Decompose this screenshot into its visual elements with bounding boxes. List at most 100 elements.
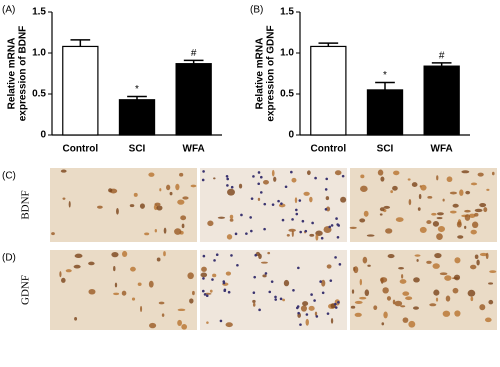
cell xyxy=(294,197,298,204)
nucleus xyxy=(290,170,293,174)
cell xyxy=(61,277,66,283)
cell xyxy=(467,289,476,297)
nucleus xyxy=(320,236,324,240)
cell xyxy=(209,289,213,293)
cell xyxy=(166,184,171,191)
nucleus xyxy=(227,290,231,294)
annotation: * xyxy=(383,70,387,81)
nucleus xyxy=(249,216,252,219)
nucleus xyxy=(296,306,299,310)
cell xyxy=(433,289,440,296)
cell xyxy=(189,298,194,304)
micrograph xyxy=(50,250,197,330)
nucleus xyxy=(201,289,205,293)
cell xyxy=(484,317,492,323)
cell xyxy=(367,264,371,267)
nucleus xyxy=(341,174,345,178)
cell xyxy=(190,184,197,188)
y-axis-label: expression of BDNF xyxy=(18,26,29,122)
cell xyxy=(121,290,127,296)
cell xyxy=(200,272,208,278)
cell xyxy=(449,191,457,195)
cell xyxy=(158,301,165,305)
cell xyxy=(414,254,421,257)
cell xyxy=(417,207,421,211)
cell xyxy=(420,184,427,191)
cell xyxy=(426,260,432,264)
cell xyxy=(419,226,427,233)
nucleus xyxy=(310,293,313,296)
nucleus xyxy=(311,221,314,225)
row-label: BDNF xyxy=(20,190,32,219)
nucleus xyxy=(211,278,214,281)
cell xyxy=(413,277,420,283)
cell xyxy=(359,296,367,300)
cell xyxy=(395,217,404,222)
cell xyxy=(380,176,385,182)
nucleus xyxy=(324,188,328,191)
cell xyxy=(201,266,207,272)
image-background xyxy=(350,250,497,330)
y-tick-label: 0 xyxy=(40,130,46,141)
cell xyxy=(477,172,484,177)
cell xyxy=(291,230,294,237)
annotation: # xyxy=(439,50,445,61)
cell xyxy=(452,287,459,294)
cell xyxy=(131,297,136,301)
cell xyxy=(229,218,234,222)
cell xyxy=(432,221,440,227)
nucleus xyxy=(304,229,308,233)
annotation: # xyxy=(191,48,197,59)
cell xyxy=(88,261,95,266)
nucleus xyxy=(252,175,255,178)
y-tick-label: 1.0 xyxy=(280,48,294,59)
nucleus xyxy=(334,306,338,309)
cell xyxy=(381,322,385,326)
cell xyxy=(379,207,385,212)
cell xyxy=(180,215,187,221)
cell xyxy=(148,172,155,177)
cell xyxy=(432,263,440,269)
nucleus xyxy=(222,281,226,285)
nucleus xyxy=(263,202,267,206)
nucleus xyxy=(325,177,329,181)
x-tick-label: WFA xyxy=(183,144,205,155)
nucleus xyxy=(213,259,216,262)
cell xyxy=(156,205,163,211)
cell xyxy=(163,251,166,257)
nucleus xyxy=(236,263,239,267)
cell xyxy=(402,317,409,323)
cell xyxy=(326,264,332,269)
bar xyxy=(423,65,460,136)
cell xyxy=(140,305,143,312)
cell xyxy=(486,188,490,191)
cell xyxy=(468,213,476,218)
nucleus xyxy=(301,219,305,223)
cell xyxy=(300,305,307,312)
nucleus xyxy=(258,308,261,312)
cell xyxy=(88,288,96,295)
cell xyxy=(226,234,233,240)
nucleus xyxy=(205,294,209,298)
cell xyxy=(446,176,453,183)
nucleus xyxy=(335,217,338,220)
nucleus xyxy=(321,291,325,295)
cell xyxy=(65,269,72,273)
cell xyxy=(470,182,478,186)
cell xyxy=(479,252,488,257)
cell xyxy=(393,170,400,176)
nucleus xyxy=(324,208,328,211)
nucleus xyxy=(297,266,300,270)
bar xyxy=(366,89,404,136)
row-label: GDNF xyxy=(20,275,32,305)
cell xyxy=(283,279,290,287)
cell xyxy=(302,301,309,307)
nucleus xyxy=(257,171,261,174)
cell xyxy=(379,277,388,283)
cell xyxy=(349,226,357,229)
cell xyxy=(445,295,451,302)
cell xyxy=(373,305,378,310)
cell xyxy=(262,179,269,185)
nucleus xyxy=(299,323,302,326)
image-background xyxy=(200,250,347,330)
